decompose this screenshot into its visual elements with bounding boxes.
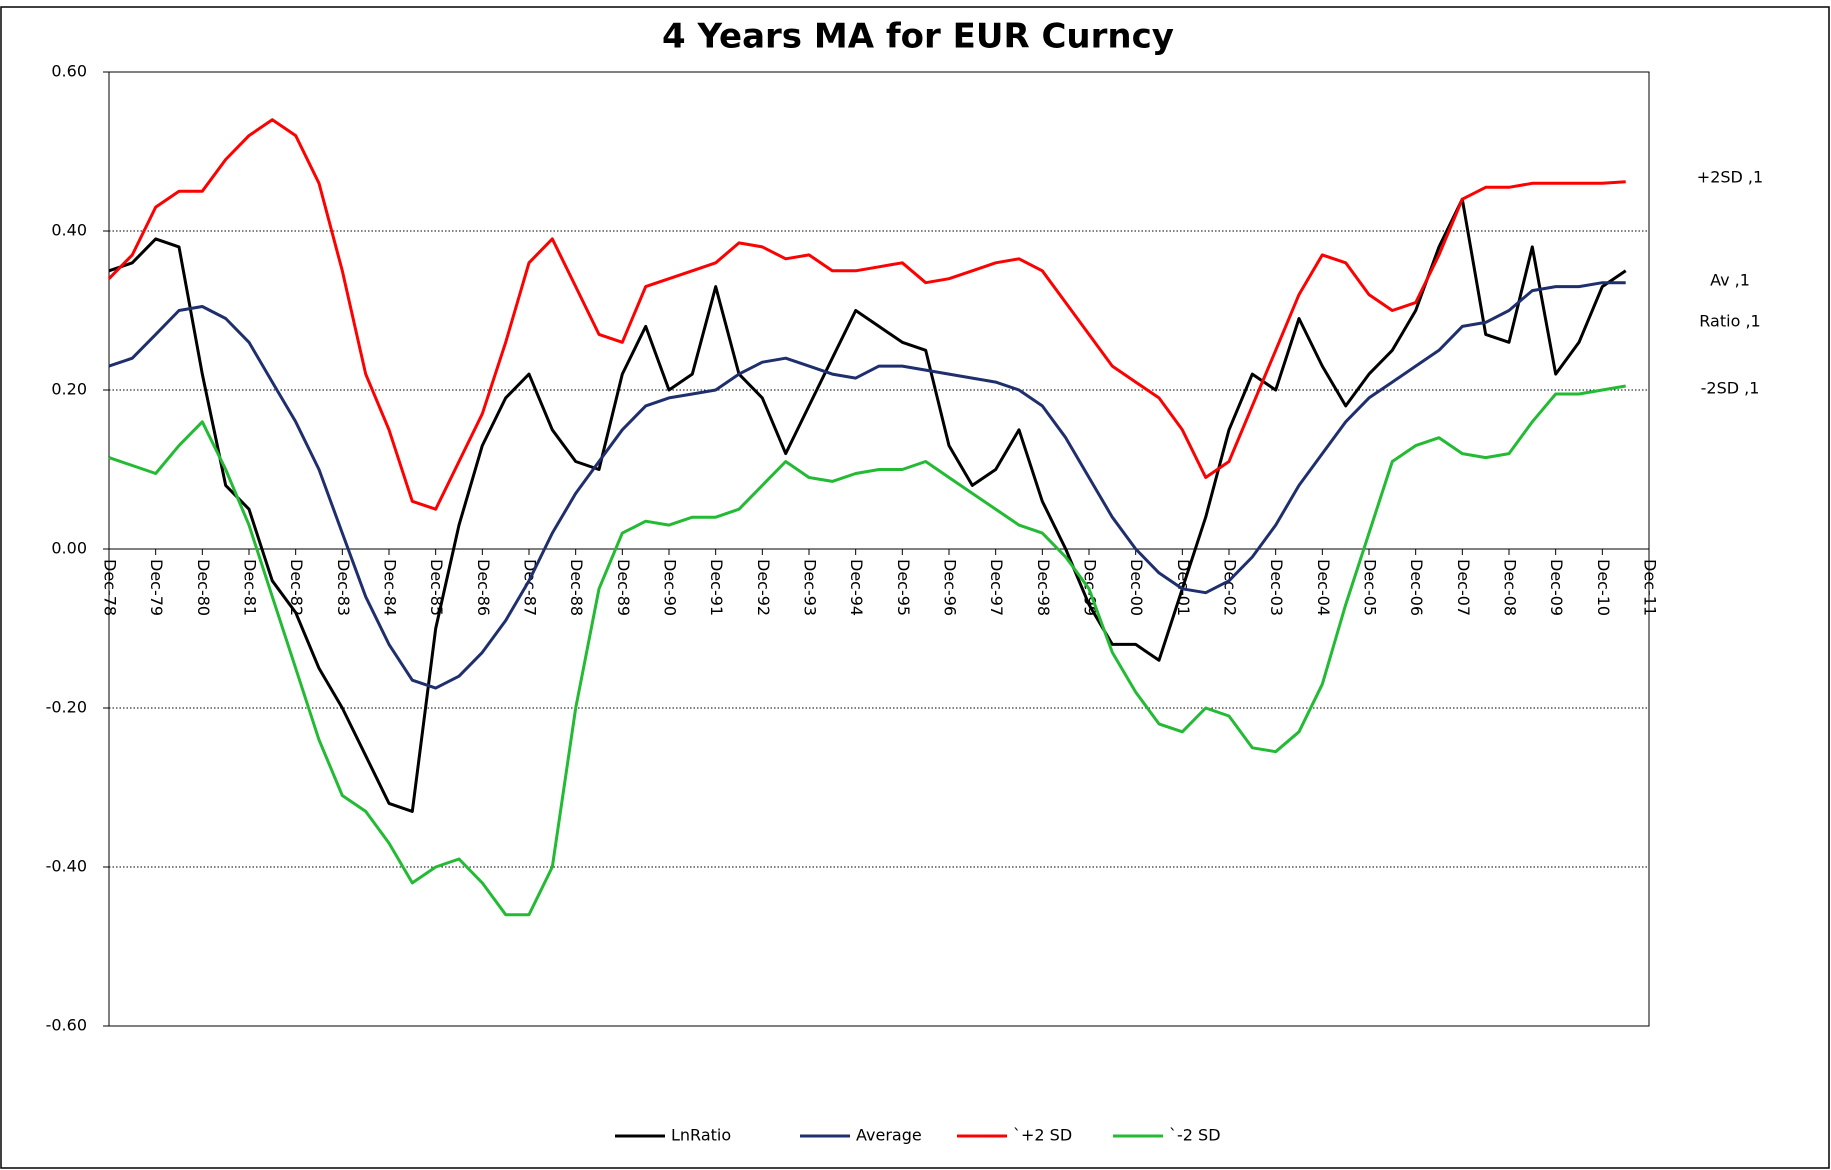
legend-label: Average [856, 1126, 922, 1145]
annotation: -2SD ,1 [1701, 379, 1760, 398]
x-tick-label: Dec-86 [474, 559, 493, 616]
series-line [108, 384, 1626, 917]
x-tick-label: Dec-83 [334, 559, 353, 616]
x-tick-label: Dec-85 [427, 559, 446, 616]
x-tick-label: Dec-96 [941, 559, 960, 616]
x-tick-label: Dec-07 [1454, 559, 1473, 616]
x-tick-label: Dec-04 [1314, 559, 1333, 616]
x-tick-label: Dec-84 [381, 559, 400, 616]
chart-frame [0, 6, 1830, 1169]
y-tick-label: 0.40 [51, 221, 87, 240]
y-tick-label: -0.40 [46, 857, 87, 876]
legend-label: `-2 SD [1169, 1126, 1221, 1145]
x-tick-label: Dec-02 [1221, 559, 1240, 616]
y-tick-label: 0.60 [51, 62, 87, 81]
y-tick-label: 0.00 [51, 539, 87, 558]
x-tick-label: Dec-06 [1407, 559, 1426, 616]
x-tick-label: Dec-97 [987, 559, 1006, 616]
annotation: +2SD ,1 [1697, 168, 1763, 187]
x-tick-label: Dec-89 [614, 559, 633, 616]
x-tick-label: Dec-78 [101, 559, 120, 616]
x-tick-label: Dec-11 [1641, 559, 1660, 616]
annotation: Av ,1 [1710, 271, 1750, 290]
x-tick-label: Dec-10 [1594, 559, 1613, 616]
x-tick-label: Dec-93 [801, 559, 820, 616]
x-tick-label: Dec-95 [894, 559, 913, 616]
x-tick-label: Dec-87 [521, 559, 540, 616]
x-tick-label: Dec-88 [567, 559, 586, 616]
legend-label: `+2 SD [1013, 1126, 1072, 1145]
x-tick-label: Dec-79 [147, 559, 166, 616]
series-line [108, 197, 1627, 813]
x-tick-label: Dec-00 [1127, 559, 1146, 616]
x-tick-label: Dec-09 [1547, 559, 1566, 616]
x-tick-label: Dec-80 [194, 559, 213, 616]
x-tick-label: Dec-05 [1361, 559, 1380, 616]
x-tick-label: Dec-03 [1267, 559, 1286, 616]
legend-label: LnRatio [671, 1126, 731, 1145]
annotation: Ratio ,1 [1699, 312, 1760, 331]
x-tick-label: Dec-94 [847, 559, 866, 616]
x-tick-label: Dec-08 [1501, 559, 1520, 616]
x-tick-label: Dec-81 [241, 559, 260, 616]
x-tick-label: Dec-90 [661, 559, 680, 616]
y-tick-label: -0.20 [46, 698, 87, 717]
series-line [108, 281, 1626, 690]
x-tick-label: Dec-92 [754, 559, 773, 616]
x-tick-label: Dec-82 [287, 559, 306, 616]
chart-title: 4 Years MA for EUR Curncy [662, 17, 1174, 57]
y-tick-label: 0.20 [51, 380, 87, 399]
y-tick-label: -0.60 [46, 1016, 87, 1035]
x-tick-label: Dec-98 [1034, 559, 1053, 616]
series-line [107, 118, 1626, 511]
x-tick-label: Dec-91 [707, 559, 726, 616]
